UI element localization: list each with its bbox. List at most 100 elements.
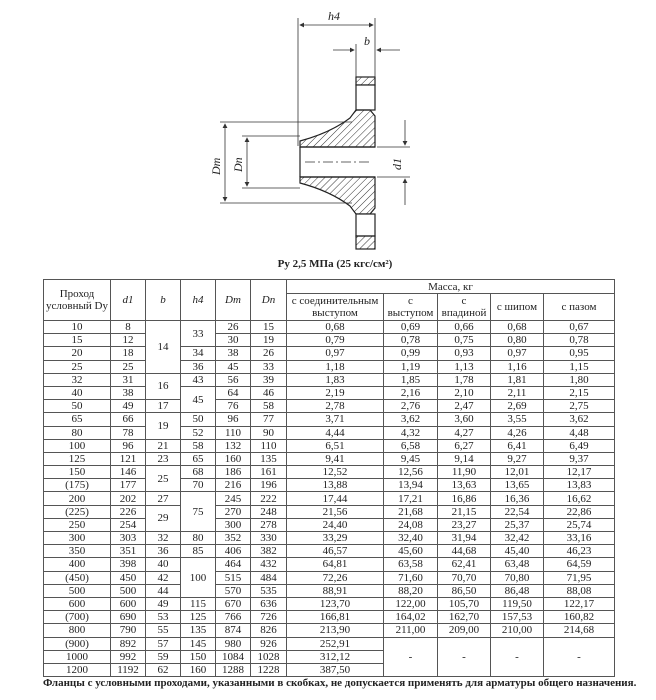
cell-dy: 15 xyxy=(43,333,111,348)
cell-dy: 25 xyxy=(43,359,111,374)
table-row: 100 96 21 58 132 110 6,51 6,58 6,27 6,41 6,49 xyxy=(43,438,615,453)
cell-mass-1: 17,21 xyxy=(383,491,438,506)
cell-h4: 100 xyxy=(180,557,216,598)
cell-dy: 40 xyxy=(43,385,111,401)
cell-mass-4: 13,83 xyxy=(543,478,615,493)
label-Dn: Dn xyxy=(231,157,245,173)
cell-mass-1: 1,85 xyxy=(383,372,438,387)
cell-dm: 160 xyxy=(215,451,251,467)
cell-mass-0: 213,90 xyxy=(286,623,384,638)
cell-mass-1: 2,16 xyxy=(383,385,438,401)
cell-mass-3: 25,37 xyxy=(490,517,544,533)
cell-mass-4: 122,17 xyxy=(543,596,615,612)
cell-dn: 278 xyxy=(250,517,287,533)
cell-dn: 90 xyxy=(250,425,287,440)
cell-dn: 1028 xyxy=(250,649,287,664)
header-dy: Проход условный Dу xyxy=(43,279,111,321)
cell-d1: 202 xyxy=(110,491,146,506)
cell-mass-2: 4,27 xyxy=(437,425,491,440)
table-row: (700) 690 53 125 766 726 166,81 164,02 162,70 157… xyxy=(43,610,615,625)
cell-h4: 160 xyxy=(180,662,216,678)
cell-mass-0: 72,26 xyxy=(286,570,384,585)
cell-d1: 12 xyxy=(110,333,146,348)
cell-mass-1: 4,32 xyxy=(383,425,438,440)
cell-mass-2: 9,14 xyxy=(437,451,491,467)
cell-d1: 1192 xyxy=(110,662,146,678)
cell-b: 40 xyxy=(145,557,181,572)
cell-dy: 400 xyxy=(43,557,111,572)
cell-d1: 146 xyxy=(110,465,146,480)
cell-mass-4: 12,17 xyxy=(543,465,615,480)
table-row: 600 600 49 115 670 636 123,70 122,00 105,70 119,5… xyxy=(43,596,615,612)
cell-mass-3: 6,41 xyxy=(490,438,544,453)
cell-mass-2: 62,41 xyxy=(437,557,491,572)
table-row: (450) 450 42 515 484 72,26 71,60 70,70 70,80 71,9… xyxy=(43,570,615,585)
table-row: 15 12 30 19 0,79 0,78 0,75 0,80 0,78 xyxy=(43,333,615,348)
cell-dm: 45 xyxy=(215,359,251,374)
cell-b: 55 xyxy=(145,623,181,638)
cell-dn: 432 xyxy=(250,557,287,572)
cell-mass-3: 119,50 xyxy=(490,596,544,612)
cell-mass-1: 211,00 xyxy=(383,623,438,638)
cell-mass-2: - xyxy=(437,636,491,678)
cell-mass-2: 44,68 xyxy=(437,544,491,559)
cell-mass-0: 17,44 xyxy=(286,491,384,506)
cell-dm: 245 xyxy=(215,491,251,506)
cell-b: 27 xyxy=(145,491,181,506)
cell-mass-0: 12,52 xyxy=(286,465,384,480)
cell-dy: 1000 xyxy=(43,649,111,664)
cell-d1: 226 xyxy=(110,504,146,519)
cell-d1: 18 xyxy=(110,346,146,361)
cell-mass-0: 387,50 xyxy=(286,662,384,678)
cell-d1: 49 xyxy=(110,399,146,414)
cell-mass-2: 0,93 xyxy=(437,346,491,361)
cell-mass-3: 0,68 xyxy=(490,319,544,335)
cell-d1: 31 xyxy=(110,372,146,387)
header-Dm: Dm xyxy=(215,279,251,321)
cell-dy: 500 xyxy=(43,583,111,598)
cell-mass-0: 3,71 xyxy=(286,412,384,427)
cell-dn: 222 xyxy=(250,491,287,506)
cell-dn: 196 xyxy=(250,478,287,493)
label-h4: h4 xyxy=(328,9,340,23)
cell-d1: 38 xyxy=(110,385,146,401)
cell-mass-2: 21,15 xyxy=(437,504,491,519)
cell-mass-0: 1,83 xyxy=(286,372,384,387)
cell-mass-1: 0,78 xyxy=(383,333,438,348)
table-row: 10 8 14 33 26 15 0,68 0,69 0,66 0,68 0,67 xyxy=(43,319,615,374)
table-row: 400 398 40 100 464 432 64,81 63,58 62,41 63,48 64,… xyxy=(43,557,615,598)
cell-dm: 30 xyxy=(215,333,251,348)
cell-h4: 43 xyxy=(180,372,216,387)
cell-mass-4: 46,23 xyxy=(543,544,615,559)
cell-dy: 100 xyxy=(43,438,111,453)
cell-b: 21 xyxy=(145,438,181,453)
cell-dn: 46 xyxy=(250,385,287,401)
cell-mass-1: 24,08 xyxy=(383,517,438,533)
cell-d1: 600 xyxy=(110,596,146,612)
cell-mass-0: 9,41 xyxy=(286,451,384,467)
cell-mass-3: 0,80 xyxy=(490,333,544,348)
cell-mass-1: 2,76 xyxy=(383,399,438,414)
cell-mass-1: 13,94 xyxy=(383,478,438,493)
header-mass-connecting-ledge: с соединительным выступом xyxy=(286,293,384,321)
cell-dn: 1228 xyxy=(250,662,287,678)
cell-b: 44 xyxy=(145,583,181,598)
header-mass-recess: с впадиной xyxy=(437,293,491,321)
cell-dn: 39 xyxy=(250,372,287,387)
cell-h4: 52 xyxy=(180,425,216,440)
flange-cross-section-drawing: h4 b Dm Dn d1 xyxy=(209,9,410,250)
cell-mass-2: 162,70 xyxy=(437,610,491,625)
cell-dm: 76 xyxy=(215,399,251,414)
cell-mass-4: 6,49 xyxy=(543,438,615,453)
cell-mass-1: 32,40 xyxy=(383,530,438,546)
cell-dm: 570 xyxy=(215,583,251,598)
cell-mass-0: 64,81 xyxy=(286,557,384,572)
cell-dn: 135 xyxy=(250,451,287,467)
cell-mass-4: 33,16 xyxy=(543,530,615,546)
cell-mass-3: 32,42 xyxy=(490,530,544,546)
cell-mass-2: 3,60 xyxy=(437,412,491,427)
cell-d1: 500 xyxy=(110,583,146,598)
cell-h4: 33 xyxy=(180,319,216,348)
cell-dm: 186 xyxy=(215,465,251,480)
cell-mass-2: 0,75 xyxy=(437,333,491,348)
